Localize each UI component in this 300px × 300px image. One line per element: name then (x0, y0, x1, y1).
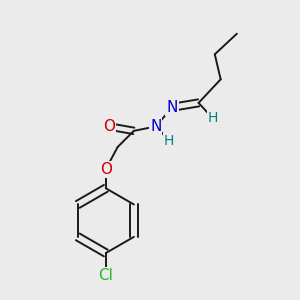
Text: O: O (100, 162, 112, 177)
Text: H: H (164, 134, 174, 148)
Text: O: O (103, 119, 115, 134)
Text: H: H (208, 111, 218, 125)
Text: N: N (150, 119, 162, 134)
Text: Cl: Cl (98, 268, 113, 283)
Text: N: N (167, 100, 178, 115)
